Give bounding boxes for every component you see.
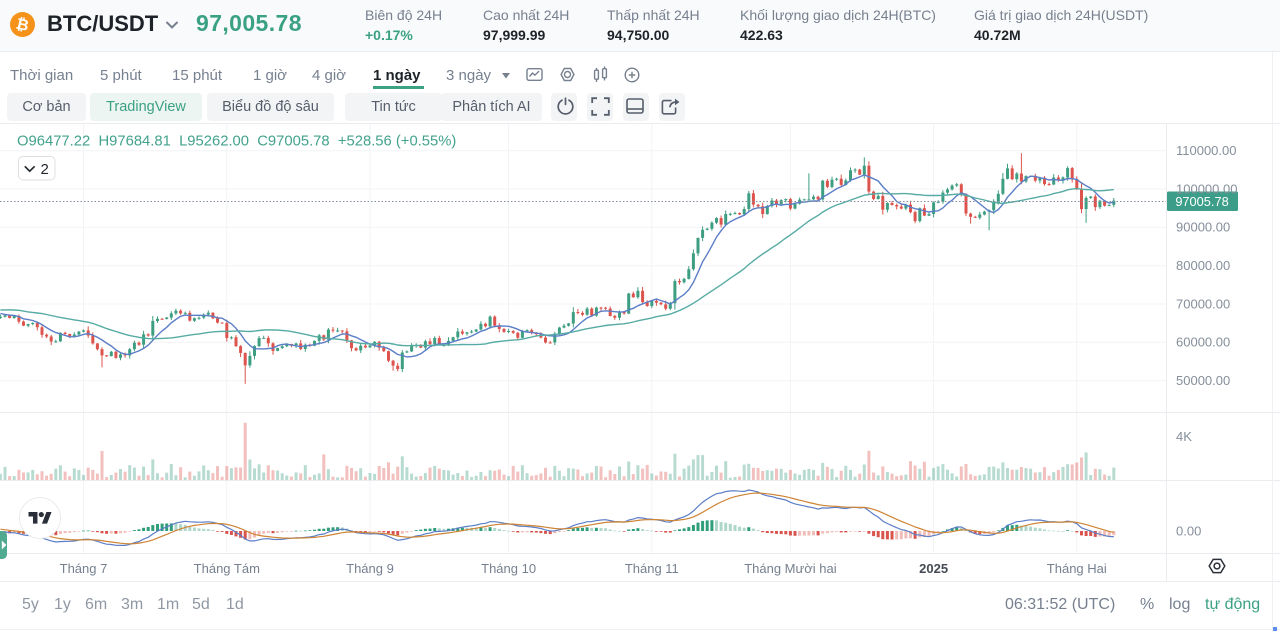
svg-text:110000.00: 110000.00: [1176, 143, 1237, 158]
svg-text:100000.00: 100000.00: [1176, 181, 1237, 196]
svg-text:90000.00: 90000.00: [1176, 220, 1230, 235]
svg-text:2025: 2025: [919, 561, 948, 576]
svg-text:60000.00: 60000.00: [1176, 335, 1230, 350]
svg-text:80000.00: 80000.00: [1176, 258, 1230, 273]
svg-text:Tháng Tám: Tháng Tám: [194, 561, 260, 576]
svg-text:O96477.22 H97684.81 L95262.0: O96477.22 H97684.81 L95262.00 C97005.78 …: [17, 134, 456, 150]
svg-text:Tháng Mười hai: Tháng Mười hai: [744, 561, 836, 576]
svg-text:70000.00: 70000.00: [1176, 296, 1230, 311]
svg-text:Tháng 10: Tháng 10: [481, 561, 536, 576]
svg-text:Tháng Hai: Tháng Hai: [1047, 561, 1107, 576]
svg-text:2: 2: [41, 161, 49, 178]
svg-text:Tháng 11: Tháng 11: [625, 561, 679, 576]
svg-text:4K: 4K: [1176, 429, 1192, 444]
svg-text:0.00: 0.00: [1176, 523, 1201, 538]
svg-text:Tháng 9: Tháng 9: [346, 561, 394, 576]
svg-text:50000.00: 50000.00: [1176, 373, 1230, 388]
svg-text:Tháng 7: Tháng 7: [60, 561, 108, 576]
svg-text:₿: ₿: [14, 16, 30, 35]
svg-text:97005.78: 97005.78: [1175, 194, 1228, 209]
